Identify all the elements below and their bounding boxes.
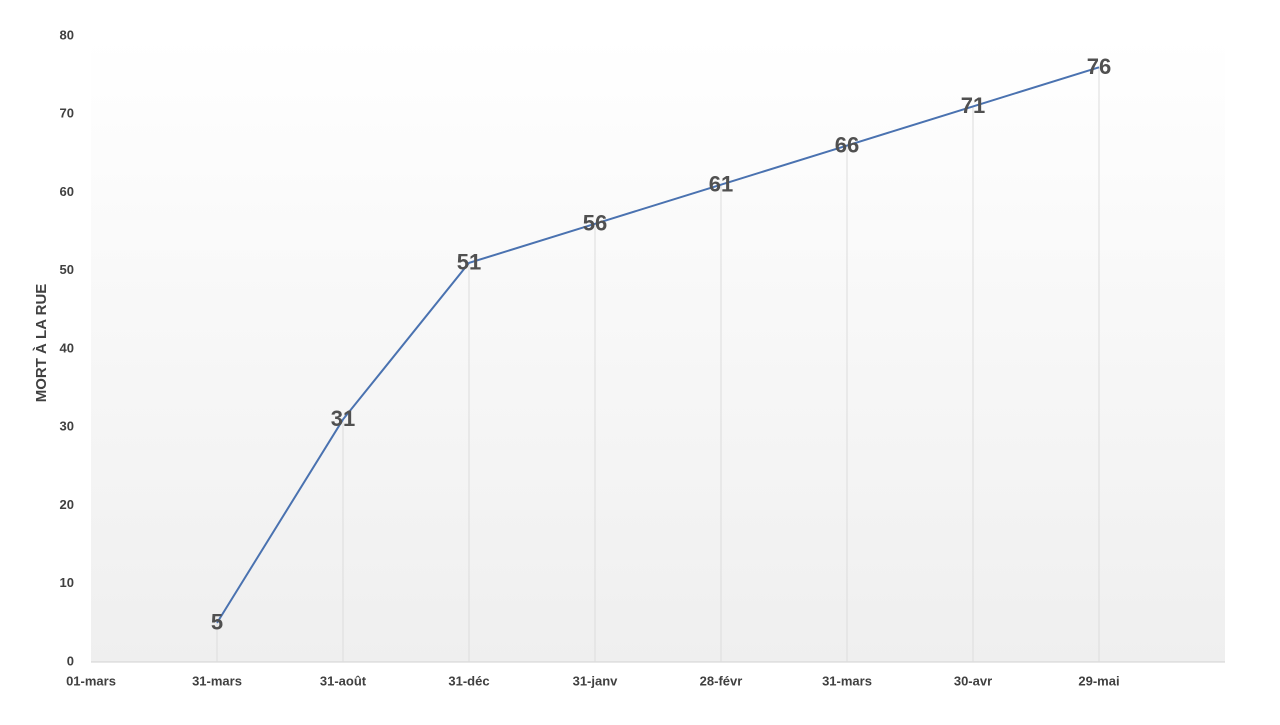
y-tick-label: 10	[60, 575, 74, 590]
data-label: 61	[709, 171, 733, 196]
data-label: 5	[211, 610, 223, 635]
y-tick-label: 60	[60, 184, 74, 199]
y-tick-label: 80	[60, 27, 74, 42]
y-tick-label: 20	[60, 497, 74, 512]
y-tick-label: 40	[60, 340, 74, 355]
y-tick-label: 70	[60, 106, 74, 121]
data-label: 71	[961, 93, 985, 118]
x-tick-label: 31-janv	[573, 673, 619, 688]
data-label: 76	[1087, 54, 1111, 79]
x-tick-label: 01-mars	[66, 673, 116, 688]
x-tick-label: 29-mai	[1078, 673, 1119, 688]
x-tick-label: 31-août	[320, 673, 367, 688]
data-label: 31	[331, 406, 355, 431]
y-tick-label: 0	[67, 653, 74, 668]
y-tick-label: 30	[60, 419, 74, 434]
data-line	[216, 66, 1100, 624]
x-tick-label: 31-mars	[822, 673, 872, 688]
data-label: 66	[835, 132, 859, 157]
plot-background	[91, 36, 1225, 662]
x-tick-label: 28-févr	[700, 673, 743, 688]
data-label: 56	[583, 211, 607, 236]
y-tick-label: 50	[60, 262, 74, 277]
x-tick-label: 31-déc	[448, 673, 489, 688]
y-axis-title: MORT À LA RUE	[33, 284, 50, 403]
x-tick-label: 31-mars	[192, 673, 242, 688]
x-tick-label: 30-avr	[954, 673, 992, 688]
data-label: 51	[457, 250, 481, 275]
